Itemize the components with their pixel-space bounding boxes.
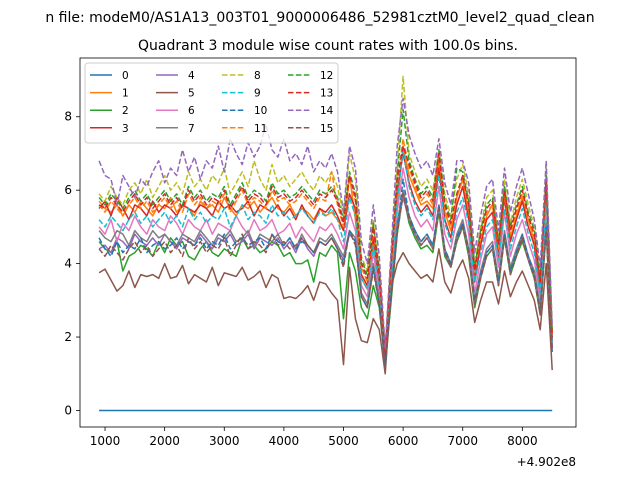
chart-title: Quadrant 3 module wise count rates with … — [138, 38, 518, 54]
legend-label-9: 9 — [254, 88, 261, 100]
axes-frame — [79, 57, 577, 428]
x-tick-label: 6000 — [388, 434, 419, 448]
legend-label-12: 12 — [320, 70, 333, 82]
x-tick-label: 1000 — [90, 434, 121, 448]
x-tick-label: 8000 — [507, 434, 538, 448]
y-axis: 0 2 4 6 8 — [64, 110, 80, 417]
x-tick-label: 5000 — [328, 434, 359, 448]
legend-label-2: 2 — [122, 105, 129, 117]
series-line-13 — [98, 145, 553, 357]
series-line-8 — [98, 75, 553, 353]
series-line-5 — [98, 248, 553, 375]
series-lines — [98, 75, 553, 412]
legend-label-7: 7 — [188, 123, 195, 135]
legend-label-4: 4 — [188, 70, 195, 82]
series-line-6 — [98, 167, 553, 364]
y-tick-label: 0 — [64, 403, 72, 417]
legend-label-5: 5 — [188, 88, 195, 100]
y-tick-label: 2 — [64, 330, 72, 344]
y-tick-label: 4 — [64, 257, 72, 271]
x-tick-label: 2000 — [149, 434, 180, 448]
legend-label-0: 0 — [122, 70, 129, 82]
y-tick-label: 8 — [64, 110, 72, 124]
series-line-9 — [98, 149, 553, 360]
x-axis: 1000 2000 3000 4000 5000 6000 7000 8000 — [90, 427, 538, 448]
x-tick-label: 7000 — [447, 434, 478, 448]
legend-label-11: 11 — [254, 123, 267, 135]
legend-label-10: 10 — [254, 105, 267, 117]
legend-label-3: 3 — [122, 123, 129, 135]
series-line-14 — [98, 97, 553, 349]
legend-box — [84, 62, 339, 144]
x-tick-label: 3000 — [209, 434, 240, 448]
y-tick-label: 6 — [64, 183, 72, 197]
legend-label-14: 14 — [320, 105, 334, 117]
legend-label-1: 1 — [122, 88, 129, 100]
figure-suptitle: n file: modeM0/AS1A13_003T01_9000006486_… — [45, 10, 594, 26]
legend-label-13: 13 — [320, 88, 333, 100]
legend-label-8: 8 — [254, 70, 261, 82]
x-tick-label: 4000 — [269, 434, 300, 448]
legend-label-6: 6 — [188, 105, 195, 117]
x-offset-label: +4.902e8 — [517, 455, 576, 469]
series-line-12 — [98, 108, 553, 353]
series-line-15 — [98, 193, 553, 368]
legend-label-15: 15 — [320, 123, 333, 135]
